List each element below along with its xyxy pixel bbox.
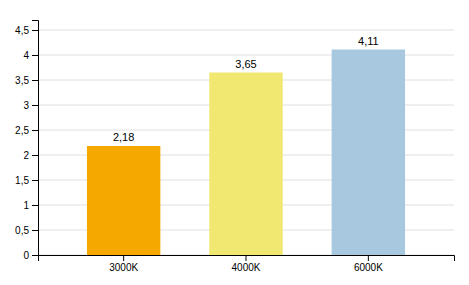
chart: 0 0,5 1 1,5 2 2,5 3 3,5 4 4,5 3000K 4000K 6000K 2,18 3… <box>0 0 469 285</box>
y-tick: 4 <box>23 50 38 61</box>
axis-line <box>39 256 455 262</box>
tick-mark <box>32 80 38 81</box>
tick-mark <box>32 105 38 106</box>
tick-label: 3,5 <box>15 75 29 86</box>
tick-mark <box>32 230 38 231</box>
tick-mark <box>32 255 38 256</box>
tick-label: 0,5 <box>15 225 29 236</box>
data-label: 2,18 <box>113 131 134 143</box>
tick-label: 3000K <box>109 262 138 273</box>
y-tick: 3 <box>23 100 38 111</box>
bar <box>332 50 405 256</box>
y-axis: 0 0,5 1 1,5 2 2,5 3 3,5 4 4,5 <box>15 21 38 261</box>
tick-mark <box>123 255 124 261</box>
plot: 0 0,5 1 1,5 2 2,5 3 3,5 4 4,5 3000K 4000K 6000K 2,18 3… <box>15 21 454 274</box>
y-tick: 2 <box>23 150 38 161</box>
bar <box>87 146 160 255</box>
grid <box>38 30 454 255</box>
tick-label: 6000K <box>354 262 383 273</box>
tick-label: 2,5 <box>15 125 29 136</box>
y-tick: 1,5 <box>15 175 38 186</box>
data-labels: 2,18 3,65 4,11 <box>113 35 379 144</box>
grid-line <box>38 30 454 31</box>
x-tick: 4000K <box>232 255 261 273</box>
tick-label: 3 <box>23 100 29 111</box>
axis-line <box>32 21 39 256</box>
tick-mark <box>32 130 38 131</box>
x-axis: 3000K 4000K 6000K <box>39 255 455 273</box>
tick-mark <box>32 55 38 56</box>
data-label: 3,65 <box>235 58 256 70</box>
data-label: 4,11 <box>358 35 379 47</box>
y-tick: 3,5 <box>15 75 38 86</box>
y-tick: 2,5 <box>15 125 38 136</box>
tick-label: 0 <box>23 250 29 261</box>
tick-label: 1,5 <box>15 175 29 186</box>
tick-mark <box>32 180 38 181</box>
tick-label: 4 <box>23 50 29 61</box>
x-tick: 6000K <box>354 255 383 273</box>
tick-mark <box>32 155 38 156</box>
tick-mark <box>32 30 38 31</box>
y-tick: 0 <box>23 250 38 261</box>
x-tick: 3000K <box>109 255 138 273</box>
y-tick: 0,5 <box>15 225 38 236</box>
tick-mark <box>368 255 369 261</box>
tick-label: 1 <box>23 200 29 211</box>
bars <box>87 50 405 256</box>
tick-label: 4000K <box>232 262 261 273</box>
tick-label: 2 <box>23 150 29 161</box>
y-tick: 1 <box>23 200 38 211</box>
tick-mark <box>32 205 38 206</box>
bar <box>209 73 282 256</box>
tick-mark <box>246 255 247 261</box>
y-tick: 4,5 <box>15 25 38 36</box>
tick-label: 4,5 <box>15 25 29 36</box>
